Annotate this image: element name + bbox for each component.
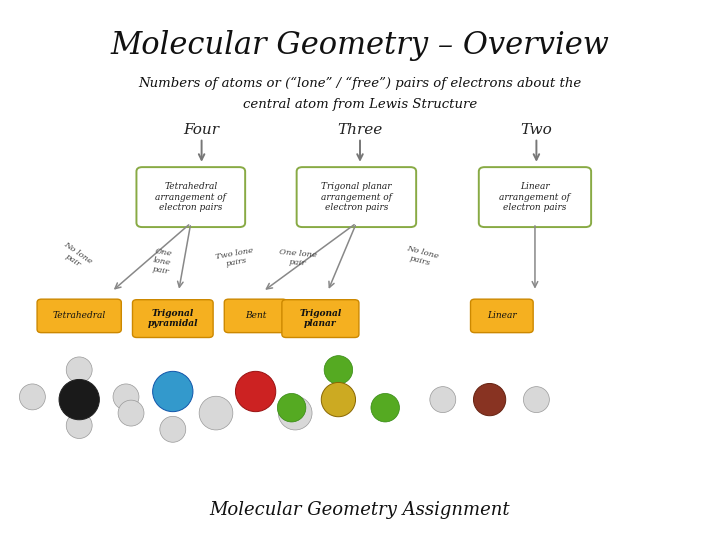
- Ellipse shape: [153, 372, 193, 411]
- FancyBboxPatch shape: [479, 167, 591, 227]
- Ellipse shape: [66, 413, 92, 438]
- Ellipse shape: [66, 357, 92, 383]
- Text: One lone
pair: One lone pair: [278, 248, 317, 268]
- Text: Molecular Geometry – Overview: Molecular Geometry – Overview: [111, 30, 609, 62]
- Text: Three: Three: [338, 123, 382, 137]
- Text: No lone
pairs: No lone pairs: [403, 244, 439, 269]
- Ellipse shape: [324, 356, 353, 384]
- Ellipse shape: [113, 384, 139, 410]
- Ellipse shape: [279, 396, 312, 430]
- Ellipse shape: [277, 394, 306, 422]
- FancyBboxPatch shape: [137, 167, 245, 227]
- Text: Linear: Linear: [487, 312, 517, 320]
- Ellipse shape: [430, 387, 456, 413]
- Ellipse shape: [199, 396, 233, 430]
- Ellipse shape: [235, 372, 276, 411]
- FancyBboxPatch shape: [225, 299, 287, 333]
- Text: No lone
pair: No lone pair: [57, 240, 94, 273]
- Ellipse shape: [523, 387, 549, 413]
- Text: Trigonal
pyramidal: Trigonal pyramidal: [148, 309, 198, 328]
- Ellipse shape: [160, 416, 186, 442]
- Text: Bent: Bent: [245, 312, 266, 320]
- Text: One
lone
pair: One lone pair: [151, 247, 173, 276]
- Text: Linear
arrangement of
electron pairs: Linear arrangement of electron pairs: [500, 182, 570, 212]
- FancyBboxPatch shape: [297, 167, 416, 227]
- Ellipse shape: [474, 383, 505, 416]
- Text: central atom from Lewis Structure: central atom from Lewis Structure: [243, 98, 477, 111]
- Text: Two: Two: [521, 123, 552, 137]
- Text: Tetrahedral
arrangement of
electron pairs: Tetrahedral arrangement of electron pair…: [156, 182, 226, 212]
- FancyBboxPatch shape: [132, 300, 213, 338]
- FancyBboxPatch shape: [471, 299, 533, 333]
- Text: Four: Four: [184, 123, 220, 137]
- Ellipse shape: [321, 382, 356, 417]
- Text: Tetrahedral: Tetrahedral: [53, 312, 106, 320]
- Ellipse shape: [59, 380, 99, 420]
- Text: Numbers of atoms or (“lone” / “free”) pairs of electrons about the: Numbers of atoms or (“lone” / “free”) pa…: [138, 77, 582, 90]
- Ellipse shape: [19, 384, 45, 410]
- Text: Trigonal planar
arrangement of
electron pairs: Trigonal planar arrangement of electron …: [321, 182, 392, 212]
- FancyBboxPatch shape: [37, 299, 121, 333]
- Text: Trigonal
planar: Trigonal planar: [300, 309, 341, 328]
- Text: Two lone
pairs: Two lone pairs: [215, 246, 256, 270]
- Ellipse shape: [118, 400, 144, 426]
- FancyBboxPatch shape: [282, 300, 359, 338]
- Ellipse shape: [371, 394, 400, 422]
- Text: Molecular Geometry Assignment: Molecular Geometry Assignment: [210, 501, 510, 519]
- Ellipse shape: [202, 400, 228, 426]
